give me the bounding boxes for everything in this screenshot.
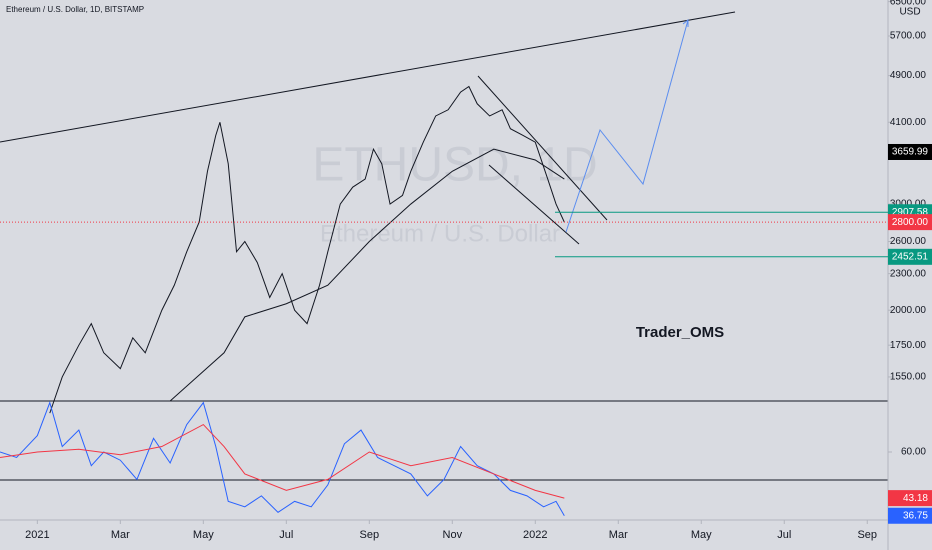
price-label: 2452.51 — [892, 251, 929, 262]
y-tick-label: 2600.00 — [890, 236, 927, 247]
projection-arrow — [682, 18, 689, 27]
channel-line — [488, 164, 580, 245]
y-tick-label: 4100.00 — [890, 117, 927, 128]
x-tick-label: 2021 — [25, 529, 49, 541]
y-tick-label: 2000.00 — [890, 305, 927, 316]
series-line — [0, 401, 565, 516]
x-tick-label: Jul — [279, 529, 293, 541]
projection — [565, 19, 689, 233]
price-label-box — [888, 214, 932, 231]
series-line — [169, 148, 565, 402]
x-tick-label: Mar — [609, 529, 628, 541]
x-tick-label: Jul — [777, 529, 791, 541]
price-label-box — [888, 143, 932, 160]
y-tick-label: 6500.00 — [890, 0, 927, 7]
x-tick-label: May — [691, 529, 712, 541]
x-tick-label: May — [193, 529, 214, 541]
price-label: 43.18 — [903, 493, 928, 504]
y-tick-label: 2300.00 — [890, 268, 927, 279]
price-label-box — [888, 490, 932, 507]
price-label-box — [888, 507, 932, 524]
channel-line — [477, 75, 608, 221]
price-label: 2800.00 — [892, 217, 929, 228]
price-label: 2907.58 — [892, 207, 929, 218]
x-tick-label: Nov — [443, 529, 463, 541]
x-tick-label: 2022 — [523, 529, 547, 541]
currency: USD — [899, 7, 920, 18]
y-tick-label: 3000.00 — [890, 199, 927, 210]
author: Trader_OMS — [636, 324, 724, 341]
symbol-title: Ethereum / U.S. Dollar, 1D, BITSTAMP — [6, 5, 144, 14]
watermark: ETHUSD, 1D — [312, 139, 597, 192]
series-line — [0, 423, 565, 499]
x-tick-label: Sep — [360, 529, 380, 541]
y-tick-label: 1550.00 — [890, 372, 927, 383]
price-label: 36.75 — [903, 510, 928, 521]
price-label: 3659.99 — [892, 147, 929, 158]
x-tick-label: Sep — [857, 529, 877, 541]
series-line — [49, 85, 565, 414]
x-tick-label: Mar — [111, 529, 130, 541]
y-tick-label: 5700.00 — [890, 31, 927, 42]
watermark-sub: Ethereum / U.S. Dollar — [320, 220, 560, 247]
y-tick-label: 1750.00 — [890, 340, 927, 351]
y-tick-label: 4900.00 — [890, 70, 927, 81]
trendline — [0, 11, 736, 143]
y-tick-label: 60.00 — [901, 447, 926, 458]
price-label-box — [888, 248, 932, 265]
